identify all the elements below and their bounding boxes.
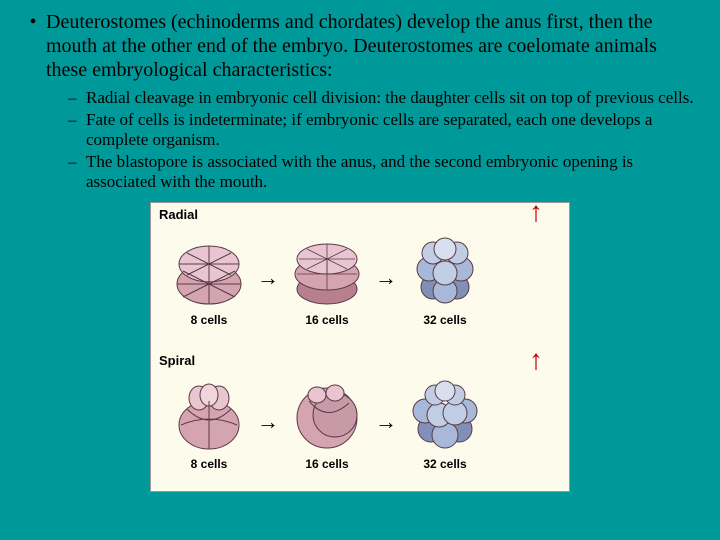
sub-bullet-text: Fate of cells is indeterminate; if embry… <box>86 110 700 150</box>
axis-arrow-icon: ↑ <box>529 345 543 377</box>
stage-8-radial: 8 cells <box>169 229 249 327</box>
stage-16-spiral: 16 cells <box>287 373 367 471</box>
main-bullet: • Deuterostomes (echinoderms and chordat… <box>20 10 700 82</box>
sub-bullet-text: Radial cleavage in embryonic cell divisi… <box>86 88 694 108</box>
row-label-spiral: Spiral <box>159 353 195 368</box>
arrow-right-icon: → <box>375 265 397 291</box>
sub-bullet-list: – Radial cleavage in embryonic cell divi… <box>68 88 700 192</box>
main-bullet-text: Deuterostomes (echinoderms and chordates… <box>46 10 700 82</box>
sub-bullet: – The blastopore is associated with the … <box>68 152 700 192</box>
stage-caption: 32 cells <box>423 313 466 327</box>
axis-arrow-icon: ↑ <box>529 197 543 229</box>
embryo-16-spiral-icon <box>287 373 367 453</box>
spiral-row: 8 cells → 16 cells → <box>169 373 485 471</box>
dash-icon: – <box>68 152 86 192</box>
stage-caption: 8 cells <box>191 457 228 471</box>
cleavage-diagram: Radial Spiral ↑ ↑ 8 cells → <box>150 202 570 492</box>
arrow-right-icon: → <box>257 409 279 435</box>
stage-caption: 8 cells <box>191 313 228 327</box>
stage-8-spiral: 8 cells <box>169 373 249 471</box>
dash-icon: – <box>68 88 86 108</box>
stage-16-radial: 16 cells <box>287 229 367 327</box>
embryo-32-spiral-icon <box>405 373 485 453</box>
embryo-32-radial-icon <box>405 229 485 309</box>
stage-caption: 16 cells <box>305 457 348 471</box>
sub-bullet: – Fate of cells is indeterminate; if emb… <box>68 110 700 150</box>
stage-32-spiral: 32 cells <box>405 373 485 471</box>
bullet-dot: • <box>20 10 46 82</box>
arrow-right-icon: → <box>257 265 279 291</box>
radial-row: 8 cells → 16 cells → <box>169 229 485 327</box>
sub-bullet: – Radial cleavage in embryonic cell divi… <box>68 88 700 108</box>
embryo-8-radial-icon <box>169 229 249 309</box>
dash-icon: – <box>68 110 86 150</box>
stage-caption: 32 cells <box>423 457 466 471</box>
sub-bullet-text: The blastopore is associated with the an… <box>86 152 700 192</box>
stage-32-radial: 32 cells <box>405 229 485 327</box>
slide-content: • Deuterostomes (echinoderms and chordat… <box>0 0 720 492</box>
embryo-8-spiral-icon <box>169 373 249 453</box>
stage-caption: 16 cells <box>305 313 348 327</box>
arrow-right-icon: → <box>375 409 397 435</box>
embryo-16-radial-icon <box>287 229 367 309</box>
row-label-radial: Radial <box>159 207 198 222</box>
